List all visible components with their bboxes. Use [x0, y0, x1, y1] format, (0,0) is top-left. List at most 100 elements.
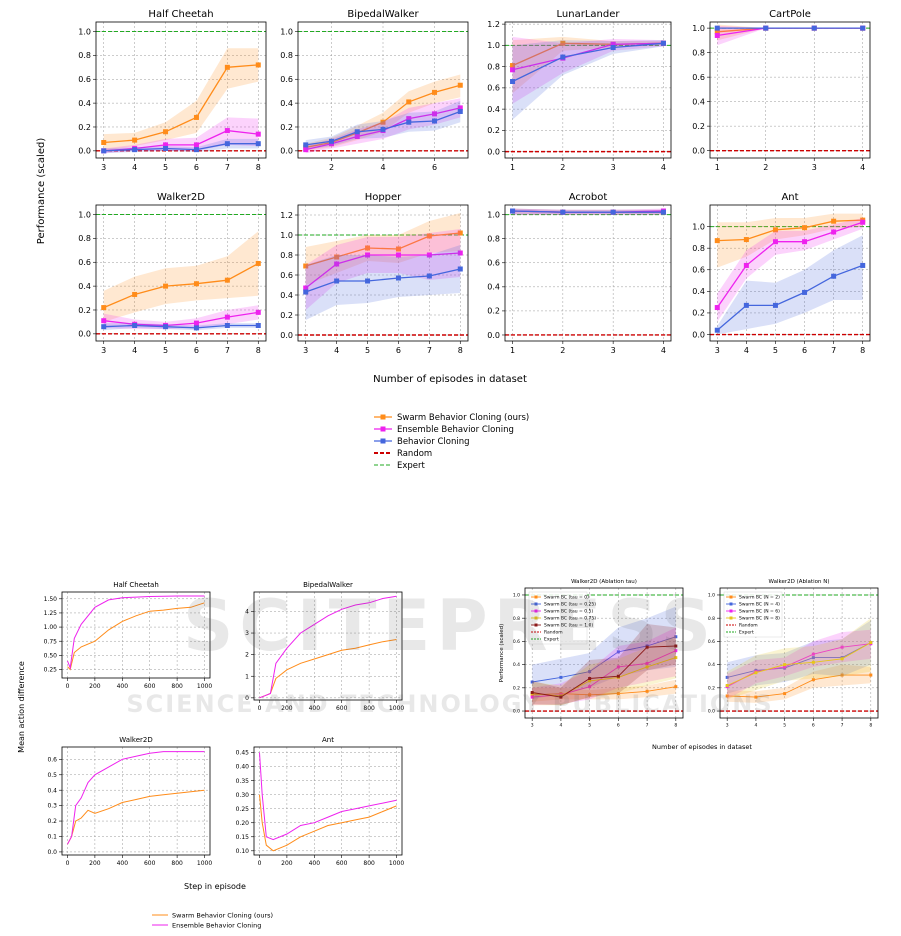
- series-band: [717, 235, 863, 335]
- tick-label-x: 8: [860, 346, 865, 355]
- tick-label-x: 0: [258, 860, 262, 867]
- data-point: [193, 281, 199, 287]
- data-point: [559, 675, 563, 679]
- data-point: [432, 118, 438, 124]
- tick-label-y: 0.5: [47, 772, 57, 779]
- data-point: [255, 141, 261, 147]
- tick-label-y: 1.25: [44, 610, 58, 617]
- data-point: [224, 141, 230, 147]
- data-point: [714, 32, 720, 38]
- data-point: [426, 273, 432, 279]
- bottom-right-xlabel: Number of episodes in dataset: [652, 743, 752, 751]
- data-point: [610, 41, 616, 47]
- data-point: [303, 289, 309, 295]
- tick-label-y: 0.4: [692, 97, 705, 106]
- data-point: [714, 327, 720, 333]
- series-line: [67, 595, 205, 670]
- data-point: [510, 79, 516, 84]
- tick-label-y: 0.2: [280, 311, 293, 320]
- series-line: [103, 324, 259, 329]
- series-line: [305, 252, 461, 289]
- series-band: [532, 679, 676, 702]
- tick-label-x: 4: [860, 163, 865, 172]
- tick-label-y: 0.4: [487, 105, 500, 114]
- bottom-left-xlabel: Step in episode: [184, 882, 246, 891]
- legend-label: Swarm BC (N = 2): [739, 595, 780, 601]
- data-point: [714, 305, 720, 311]
- data-point: [426, 233, 432, 239]
- tick-label-y: 0.15: [236, 834, 250, 841]
- data-point: [831, 229, 837, 235]
- tick-label-x: 4: [661, 163, 666, 172]
- data-point: [840, 645, 844, 649]
- tick-label-x: 8: [458, 346, 463, 355]
- series-band: [305, 229, 461, 310]
- tick-label-y: 0.6: [692, 266, 705, 275]
- legend-label: Behavior Cloning: [397, 437, 469, 447]
- watermark-line1: SCITEPRESS: [183, 585, 717, 667]
- data-point: [714, 25, 720, 31]
- series-line: [67, 751, 205, 845]
- series-line: [103, 129, 259, 152]
- legend-marker: [729, 616, 733, 620]
- tick-label-y: 0.8: [692, 48, 705, 57]
- series-line: [103, 64, 259, 144]
- chart-panel: CartPole 0.0 0.2 0.4 0.6 0.8 1.0 1 2 3 4: [692, 9, 871, 172]
- data-point: [869, 641, 873, 645]
- data-point: [510, 67, 516, 73]
- tick-label-y: 0.6: [487, 259, 500, 268]
- tick-label-y: 0.2: [513, 685, 520, 691]
- bottom-left-ylabel: Mean action difference: [17, 661, 26, 753]
- data-point: [193, 320, 199, 326]
- chart-title: Walker2D: [119, 736, 153, 744]
- data-point: [860, 262, 866, 268]
- chart-panel: BipedalWalker 0 1 2 3 4 0 200 400 600 800 1000: [245, 581, 404, 712]
- data-point: [380, 126, 386, 132]
- data-point: [763, 25, 769, 31]
- tick-label-y: 1.0: [692, 222, 705, 231]
- data-point: [101, 139, 107, 145]
- series-line: [727, 674, 871, 698]
- tick-label-y: 0.4: [47, 787, 57, 794]
- series-band: [103, 117, 259, 154]
- data-point: [743, 262, 749, 268]
- tick-label-y: 0.0: [280, 331, 293, 340]
- legend-label: Expert: [544, 637, 559, 643]
- data-point: [754, 671, 758, 675]
- tick-label-x: 1000: [389, 860, 404, 867]
- tick-label-x: 3: [611, 163, 616, 172]
- tick-label-y: 0.6: [280, 271, 293, 280]
- data-point: [674, 685, 678, 689]
- tick-label-y: 1.0: [280, 27, 293, 36]
- tick-label-x: 2: [560, 163, 565, 172]
- chart-title: Walker2D (Ablation tau): [571, 579, 637, 585]
- bottom-left-legend: Swarm Behavior Cloning (ours) Ensemble Be…: [152, 912, 273, 930]
- axes-frame: [524, 587, 684, 719]
- tick-label-x: 200: [281, 860, 293, 867]
- series-band: [305, 100, 461, 150]
- legend-label: Ensemble Behavior Cloning: [397, 425, 514, 435]
- watermark: SCITEPRESS SCIENCE AND TECHNOLOGY PUBLIC…: [126, 585, 771, 718]
- series-band: [727, 618, 871, 700]
- tick-label-y: 0.30: [236, 792, 250, 799]
- axes-frame: [504, 21, 672, 159]
- tick-label-x: 7: [841, 723, 844, 729]
- data-point: [645, 689, 649, 693]
- data-point: [714, 29, 720, 35]
- legend-label: Swarm BC (N = 4): [739, 602, 780, 608]
- axes-frame: [61, 591, 211, 679]
- data-point: [334, 254, 340, 260]
- chart-panel: Walker2D 0.0 0.2 0.4 0.6 0.8 1.0 3 4 5 6 7 8: [78, 192, 267, 355]
- legend-label: Swarm Behavior Cloning (ours): [397, 413, 529, 423]
- data-point: [811, 678, 815, 682]
- data-point: [334, 261, 340, 267]
- tick-label-y: 0.8: [692, 244, 705, 253]
- tick-label-x: 4: [661, 346, 666, 355]
- data-point: [674, 656, 678, 660]
- chart-title: Half Cheetah: [148, 9, 213, 20]
- chart-title: LunarLander: [557, 9, 621, 20]
- series-band: [103, 48, 259, 151]
- tick-label-y: 1.0: [487, 41, 500, 50]
- data-point: [772, 239, 778, 245]
- tick-label-x: 3: [726, 723, 729, 729]
